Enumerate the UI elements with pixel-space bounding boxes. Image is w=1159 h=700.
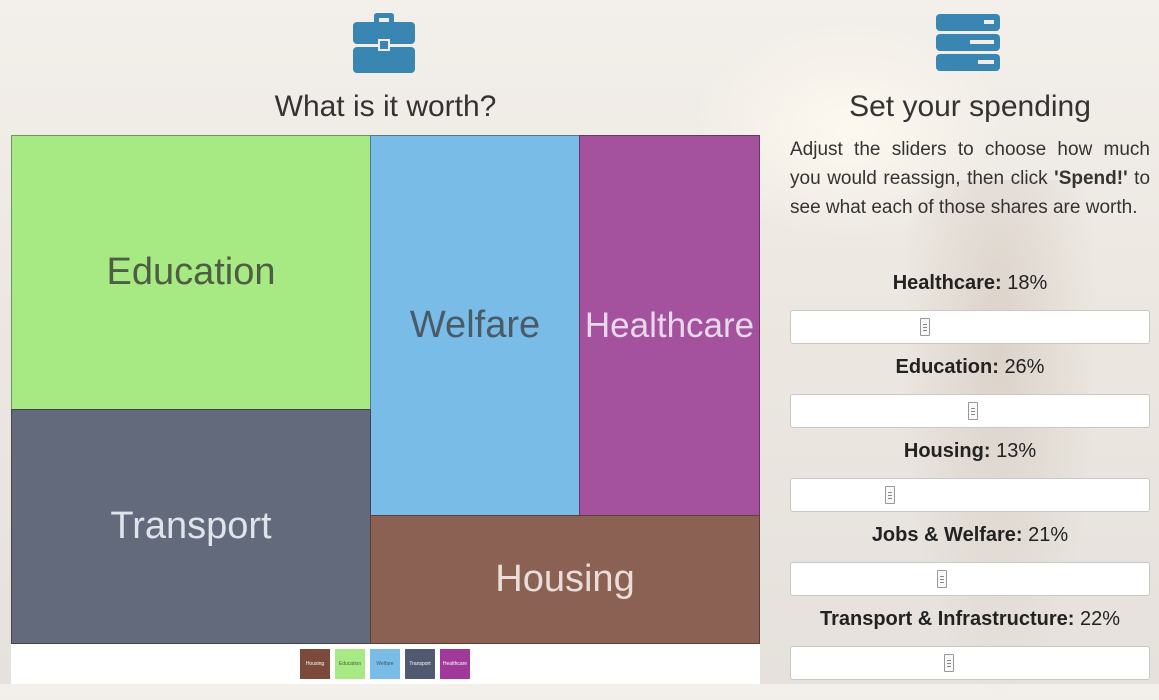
slider-housing: Housing: 13% bbox=[790, 436, 1150, 512]
slider-label: Healthcare: 18% bbox=[790, 268, 1150, 298]
worth-title: What is it worth? bbox=[274, 90, 497, 123]
tile-welfare[interactable]: Welfare bbox=[370, 135, 580, 516]
legend-item-education[interactable]: Education bbox=[335, 649, 365, 679]
tile-label: Housing bbox=[495, 558, 635, 600]
slider-name: Housing: bbox=[903, 440, 991, 462]
slider-label: Transport & Infrastructure: 22% bbox=[790, 604, 1150, 634]
slider-handle[interactable] bbox=[968, 402, 978, 420]
slider-value: 22% bbox=[1080, 608, 1121, 630]
slider-value: 21% bbox=[1028, 524, 1069, 546]
tile-transport[interactable]: Transport bbox=[11, 409, 371, 644]
tile-label: Welfare bbox=[409, 304, 541, 346]
jobs-welfare-slider[interactable] bbox=[790, 562, 1150, 596]
briefcase-icon bbox=[352, 12, 416, 74]
slider-education: Education: 26% bbox=[790, 352, 1150, 428]
tile-label: Education bbox=[106, 251, 276, 293]
intro-text-end: to see what each of those shares are wor… bbox=[790, 168, 1151, 218]
slider-label: Housing: 13% bbox=[790, 436, 1150, 466]
slider-name: Healthcare: bbox=[892, 272, 1002, 294]
spending-panel: Set your spending Adjust the sliders to … bbox=[790, 0, 1150, 684]
tile-label: Healthcare bbox=[584, 305, 755, 345]
slider-value: 26% bbox=[1004, 356, 1045, 378]
slider-handle[interactable] bbox=[885, 486, 895, 504]
instructions-text: Adjust the sliders to choose how much yo… bbox=[790, 135, 1150, 222]
spend-keyword: 'Spend!' bbox=[1054, 168, 1128, 189]
healthcare-slider[interactable] bbox=[790, 310, 1150, 344]
slider-name: Jobs & Welfare: bbox=[871, 524, 1023, 546]
transport-infrastructure-slider[interactable] bbox=[790, 646, 1150, 680]
tile-education[interactable]: Education bbox=[11, 135, 371, 410]
tile-healthcare[interactable]: Healthcare bbox=[579, 135, 760, 516]
legend-item-transport[interactable]: Transport bbox=[405, 649, 435, 679]
intro-text: Adjust the sliders to choose how much yo… bbox=[790, 139, 1150, 189]
education-slider[interactable] bbox=[790, 394, 1150, 428]
slider-transport: Transport & Infrastructure: 22% bbox=[790, 604, 1150, 680]
slider-label: Jobs & Welfare: 21% bbox=[790, 520, 1150, 550]
background-scenery bbox=[899, 180, 1099, 700]
legend-item-welfare[interactable]: Welfare bbox=[370, 649, 400, 679]
worth-panel: What is it worth? Education Welfare Heal… bbox=[11, 0, 760, 684]
legend-item-housing[interactable]: Housing bbox=[300, 649, 330, 679]
slider-handle[interactable] bbox=[937, 570, 947, 588]
server-stack-icon bbox=[936, 12, 1000, 74]
slider-value: 13% bbox=[996, 440, 1037, 462]
legend-item-healthcare[interactable]: Healthcare bbox=[440, 649, 470, 679]
slider-handle[interactable] bbox=[920, 318, 930, 336]
slider-handle[interactable] bbox=[944, 654, 954, 672]
slider-name: Transport & Infrastructure: bbox=[819, 608, 1075, 630]
slider-label: Education: 26% bbox=[790, 352, 1150, 382]
slider-value: 18% bbox=[1007, 272, 1048, 294]
treemap: Education Welfare Healthcare Transport H… bbox=[11, 135, 760, 644]
tile-label: Transport bbox=[110, 505, 272, 547]
spending-title: Set your spending bbox=[849, 90, 1091, 123]
legend: Housing Education Welfare Transport Heal… bbox=[300, 649, 470, 679]
tile-housing[interactable]: Housing bbox=[370, 515, 760, 644]
slider-healthcare: Healthcare: 18% bbox=[790, 268, 1150, 344]
slider-name: Education: bbox=[895, 356, 999, 378]
slider-jobs-welfare: Jobs & Welfare: 21% bbox=[790, 520, 1150, 596]
housing-slider[interactable] bbox=[790, 478, 1150, 512]
